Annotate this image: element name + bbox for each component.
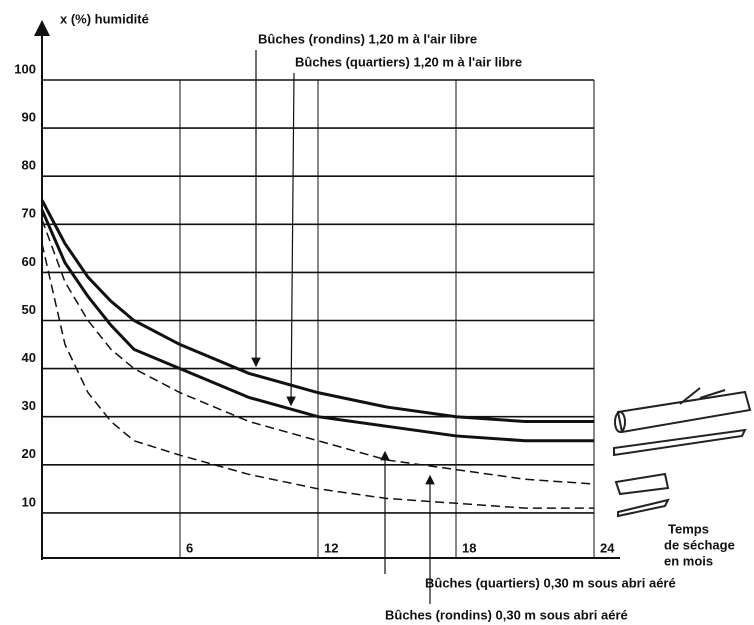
- y-tick-label: 90: [22, 110, 36, 125]
- line-series: [40, 199, 594, 424]
- line-series: [40, 209, 594, 443]
- y-tick-label: 80: [22, 158, 36, 173]
- series-label: Bûches (rondins) 0,30 m sous abri aéré: [385, 607, 628, 622]
- x-tick-label: 12: [324, 540, 338, 555]
- y-tick-label: 30: [22, 398, 36, 413]
- series-label: Bûches (quartiers) 0,30 m sous abri aéré: [425, 575, 676, 590]
- x-axis-label: de séchage: [664, 537, 735, 552]
- x-tick-label: 6: [186, 540, 193, 555]
- x-axis-label: Temps: [668, 521, 709, 536]
- y-tick-label: 20: [22, 446, 36, 461]
- series-label: Bûches (quartiers) 1,20 m à l'air libre: [295, 54, 522, 69]
- series-label: Bûches (rondins) 1,20 m à l'air libre: [258, 31, 477, 46]
- logs-illustration: [613, 387, 752, 518]
- line-series: [41, 219, 595, 485]
- x-axis-label: en mois: [664, 553, 713, 568]
- y-tick-label: 50: [22, 302, 36, 317]
- y-tick-label: 40: [22, 350, 36, 365]
- y-axis-label: x (%) humidité: [60, 11, 149, 26]
- arrow: [286, 72, 296, 407]
- y-tick-label: 60: [22, 254, 36, 269]
- line-series: [41, 243, 594, 509]
- y-tick-label: 100: [14, 61, 36, 76]
- y-tick-label: 70: [22, 206, 36, 221]
- x-tick-label: 24: [600, 540, 615, 555]
- x-tick-label: 18: [462, 540, 476, 555]
- y-tick-label: 10: [22, 494, 36, 509]
